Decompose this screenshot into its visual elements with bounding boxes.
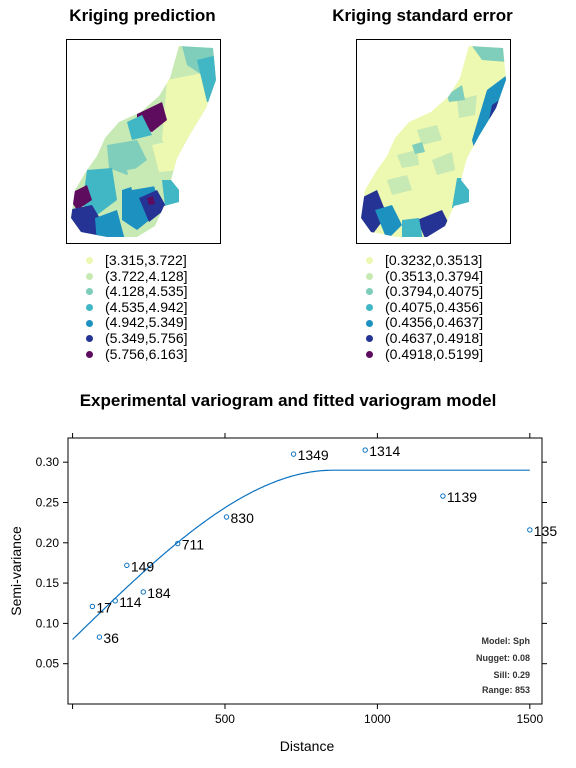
legend-swatch-icon — [366, 350, 373, 358]
legend-item: [3.315,3.722] — [86, 252, 188, 269]
fitted-variogram-curve — [72, 469, 530, 640]
legend-item: (0.4075,0.4356] — [366, 298, 484, 316]
legend-item: (5.349,5.756] — [86, 329, 188, 347]
variogram-chart: 0.05 0.10 0.15 0.20 0.25 0.30 500 1000 1500 17 3… — [8, 433, 558, 754]
variogram-point — [89, 603, 96, 610]
legend-item: (4.942,5.349] — [86, 315, 188, 331]
y-axis-label: Semi-variance — [8, 526, 24, 616]
legend-label: (5.756,6.163] — [105, 345, 188, 362]
y-tick-label: 0.05 — [36, 657, 60, 671]
legend-item: [0.3232,0.3513] — [366, 252, 483, 269]
point-count-label: 114 — [119, 594, 142, 610]
legend-label: (0.4637,0.4918] — [385, 329, 484, 346]
legend-label: (0.3794,0.4075] — [385, 283, 484, 300]
point-count-label: 184 — [147, 585, 171, 601]
legend-swatch-icon — [86, 304, 93, 312]
annotation-sill: Sill: 0.29 — [493, 670, 530, 680]
legend-item: (0.3794,0.4075] — [366, 284, 483, 300]
annotation-range: Range: 853 — [482, 685, 530, 695]
variogram-points: 17 36 114 149 184 711 830 1349 1314 1139 135 — [89, 443, 558, 646]
map-title-standard-error: Kriging standard error — [332, 6, 513, 25]
x-axis-label: Distance — [280, 738, 335, 754]
y-tick-label: 0.10 — [36, 616, 60, 630]
variogram-point — [112, 598, 118, 604]
legend-item: (3.722,4.128] — [86, 267, 188, 285]
prediction-map-surface — [71, 46, 216, 237]
legend-item: (4.535,4.942] — [86, 298, 188, 316]
variogram-point — [223, 514, 230, 520]
x-tick-label: 1000 — [364, 712, 391, 726]
legend-swatch-icon — [366, 272, 373, 280]
variogram-point — [175, 540, 181, 547]
legend-swatch-icon — [86, 350, 93, 358]
variogram-point — [362, 447, 368, 453]
variogram-title: Experimental variogram and fitted variog… — [79, 391, 497, 410]
y-tick-label: 0.15 — [36, 576, 60, 590]
plot-frame — [67, 437, 543, 705]
legend-swatch-icon — [86, 319, 93, 327]
prediction-legend: [3.315,3.722] (3.722,4.128] (4.128,4.535… — [86, 252, 188, 363]
legend-swatch-icon — [366, 288, 373, 296]
point-count-label: 17 — [96, 599, 112, 615]
annotation-nugget: Nugget: 0.08 — [476, 653, 530, 663]
y-tick-label: 0.25 — [36, 495, 60, 509]
legend-item: (0.3513,0.3794] — [366, 267, 484, 285]
standard-error-map-surface — [361, 46, 506, 237]
annotation-model: Model: Sph — [482, 636, 531, 646]
map-title-prediction: Kriging prediction — [69, 6, 216, 25]
legend-label: (4.128,4.535] — [105, 283, 188, 300]
legend-item: (5.756,6.163] — [86, 345, 188, 363]
variogram-point — [290, 451, 297, 457]
variogram-point — [527, 527, 533, 533]
legend-label: (4.942,5.349] — [105, 314, 188, 331]
standard-error-map — [356, 39, 511, 244]
legend-label: (0.3513,0.3794] — [385, 267, 484, 284]
point-count-label: 1349 — [298, 447, 329, 463]
legend-item: (0.4637,0.4918] — [366, 329, 484, 347]
model-annotations: Model: Sph Nugget: 0.08 Sill: 0.29 Range… — [476, 636, 530, 695]
y-axis: 0.05 0.10 0.15 0.20 0.25 0.30 — [36, 455, 547, 671]
variogram-point — [140, 589, 146, 595]
y-tick-label: 0.30 — [36, 455, 60, 469]
variogram-point — [96, 634, 103, 640]
legend-swatch-icon — [86, 272, 93, 280]
legend-label: [3.315,3.722] — [105, 252, 187, 268]
x-axis: 500 1000 1500 — [72, 433, 543, 726]
point-count-label: 711 — [182, 537, 205, 553]
legend-swatch-icon — [366, 319, 373, 327]
legend-swatch-icon — [86, 288, 93, 296]
y-tick-label: 0.20 — [36, 536, 60, 550]
point-count-label: 1139 — [447, 489, 477, 505]
standard-error-legend: [0.3232,0.3513] (0.3513,0.3794] (0.3794,… — [366, 252, 484, 363]
x-tick-label: 1500 — [516, 712, 543, 726]
legend-swatch-icon — [86, 335, 93, 343]
variogram-point — [440, 493, 446, 499]
legend-label: (0.4356,0.4637] — [385, 314, 484, 331]
legend-label: [0.3232,0.3513] — [385, 252, 483, 268]
legend-item: (0.4356,0.4637] — [366, 315, 483, 331]
legend-swatch-icon — [366, 304, 373, 312]
legend-item: (0.4918,0.5199] — [366, 345, 484, 363]
point-count-label: 135 — [534, 523, 558, 539]
legend-item: (4.128,4.535] — [86, 284, 188, 300]
legend-swatch-icon — [86, 257, 93, 265]
legend-label: (0.4918,0.5199] — [385, 345, 484, 362]
prediction-map — [66, 39, 221, 244]
legend-label: (5.349,5.756] — [105, 329, 188, 346]
point-count-label: 830 — [231, 510, 255, 526]
legend-label: (4.535,4.942] — [105, 298, 188, 315]
legend-label: (0.4075,0.4356] — [385, 298, 484, 315]
point-count-label: 149 — [131, 558, 155, 574]
x-tick-label: 500 — [215, 712, 235, 726]
legend-swatch-icon — [366, 257, 373, 265]
point-count-label: 36 — [103, 630, 119, 646]
point-count-label: 1314 — [369, 443, 400, 459]
variogram-point — [124, 562, 130, 569]
legend-swatch-icon — [366, 335, 373, 343]
legend-label: (3.722,4.128] — [105, 267, 188, 284]
